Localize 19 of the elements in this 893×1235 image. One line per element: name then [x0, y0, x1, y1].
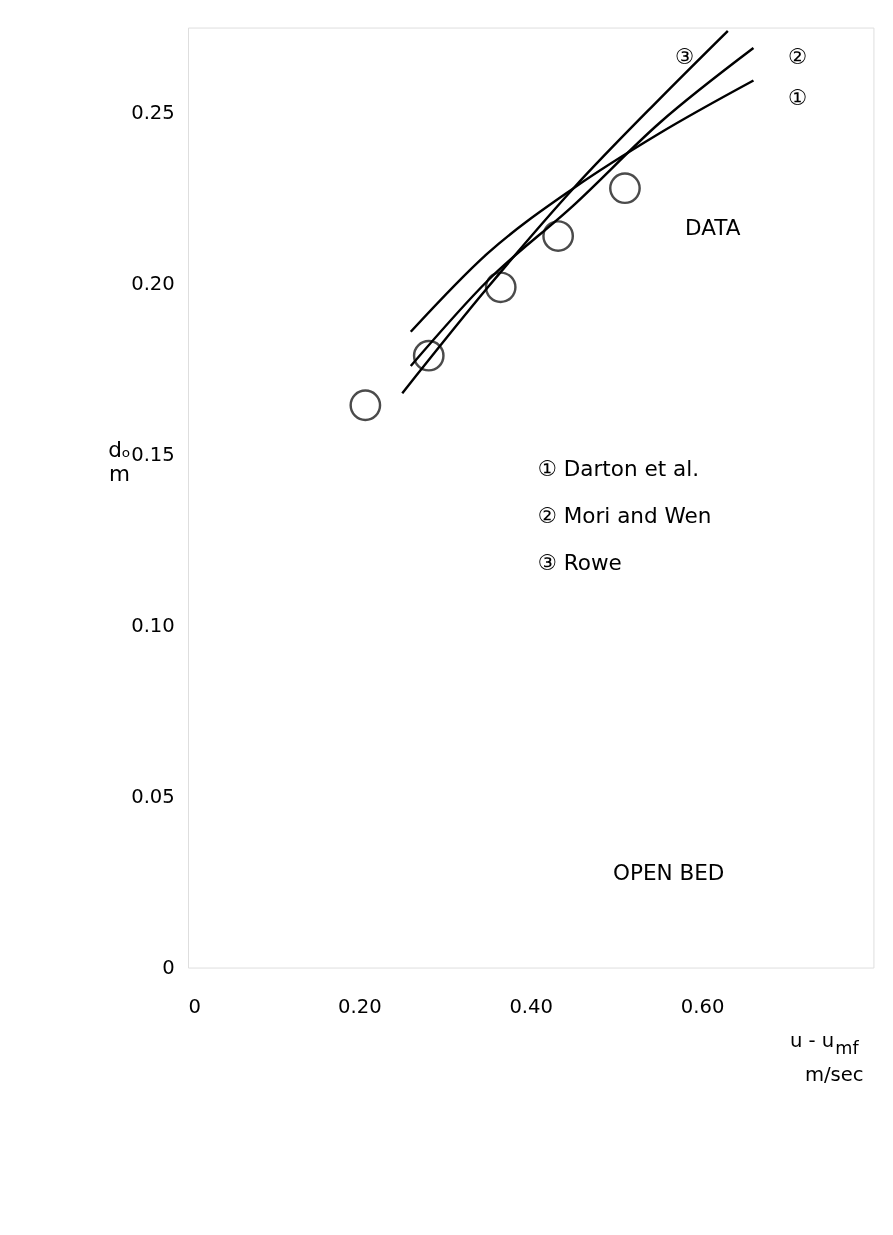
annotation: ③ [674, 44, 694, 70]
annotation: ② Mori and Wen [537, 503, 712, 529]
y-tick-label: 0.20 [131, 272, 175, 296]
y-tick-label: 0 [162, 955, 175, 979]
annotation: OPEN BED [612, 860, 725, 886]
x-tick-label: 0 [188, 995, 201, 1019]
annotation: ① Darton et al. [537, 456, 699, 482]
y-tick-label: 0.25 [131, 101, 175, 125]
annotation: ① [787, 84, 808, 110]
y-tick-label: 0.05 [131, 785, 175, 809]
annotation: DATA [684, 214, 741, 240]
y-tick-label: 0.10 [131, 614, 175, 638]
y-tick-label: 0.15 [131, 443, 175, 467]
annotation: ③ Rowe [537, 550, 622, 576]
x-tick-label: 0.40 [509, 995, 553, 1019]
x-tick-label: 0.60 [680, 995, 725, 1019]
annotation: ② [787, 44, 808, 70]
x-tick-label: 0.20 [338, 995, 382, 1019]
y-axis-title: dₒ m [108, 437, 131, 486]
